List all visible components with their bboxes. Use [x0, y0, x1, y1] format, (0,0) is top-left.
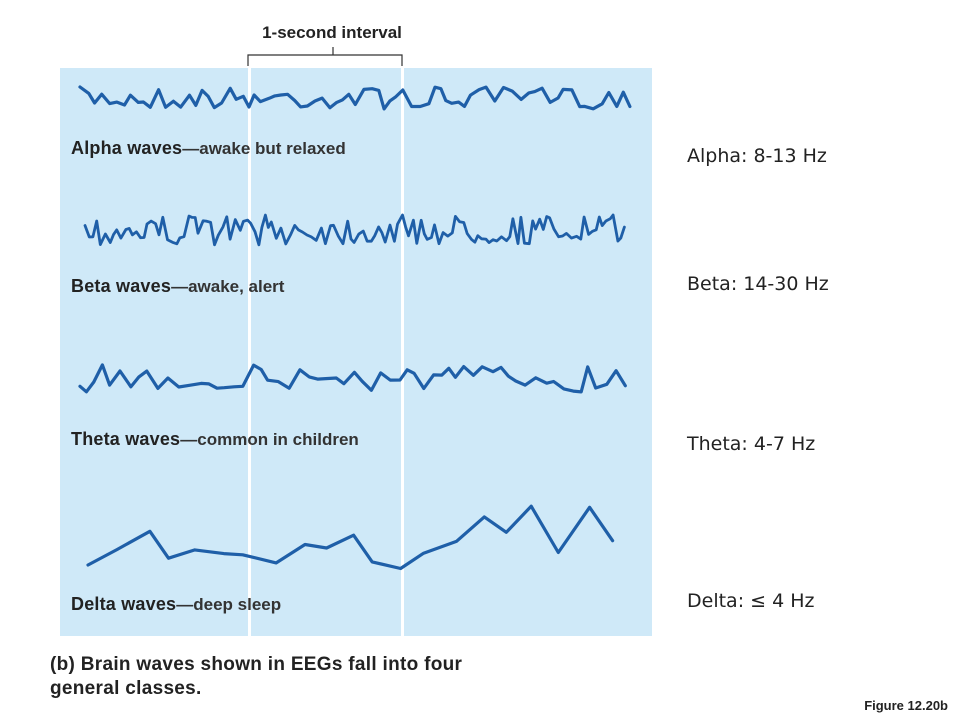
delta-frequency: Delta: ≤ 4 Hz: [687, 590, 815, 612]
theta-wave-desc: —common in children: [180, 430, 359, 449]
delta-wave-name: Delta waves: [71, 594, 177, 614]
beta-wave-name: Beta waves: [71, 276, 172, 296]
beta-wave-desc: —awake, alert: [171, 277, 285, 296]
interval-start-line: [248, 68, 251, 636]
alpha-wave-name: Alpha waves: [71, 138, 183, 158]
interval-label: 1-second interval: [262, 23, 402, 42]
theta-wave-name: Theta waves: [71, 429, 181, 449]
interval-end-line: [401, 68, 404, 636]
alpha-wave-desc: —awake but relaxed: [182, 139, 346, 158]
beta-frequency: Beta: 14-30 Hz: [687, 273, 829, 295]
delta-wave-desc: —deep sleep: [176, 595, 282, 614]
theta-wave-label: Theta waves—common in children: [71, 429, 359, 450]
theta-trace: [78, 363, 627, 394]
beta-trace: [83, 213, 626, 247]
theta-frequency: Theta: 4-7 Hz: [687, 433, 816, 455]
figure-caption: (b) Brain waves shown in EEGs fall into …: [50, 654, 463, 699]
alpha-wave-label: Alpha waves—awake but relaxed: [71, 138, 346, 159]
alpha-frequency: Alpha: 8-13 Hz: [687, 145, 827, 167]
delta-trace: [86, 504, 615, 571]
alpha-trace: [78, 85, 632, 111]
beta-wave-label: Beta waves—awake, alert: [71, 276, 284, 297]
figure-number: Figure 12.20b: [864, 698, 948, 713]
delta-wave-label: Delta waves—deep sleep: [71, 594, 281, 615]
